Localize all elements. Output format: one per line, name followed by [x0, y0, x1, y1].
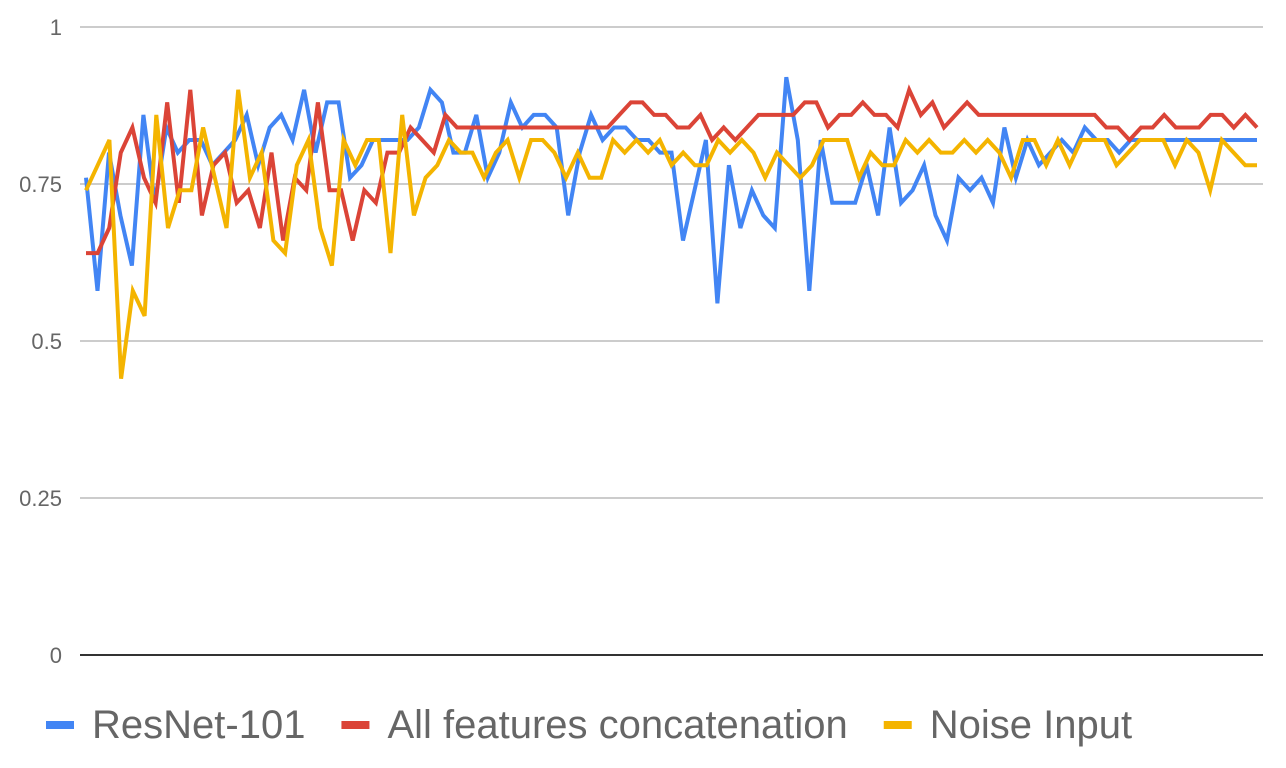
y-tick-label: 0	[50, 643, 62, 668]
series-line-0	[84, 76, 1257, 304]
y-tick-label: 0.25	[19, 486, 62, 511]
series-line-2	[84, 89, 1257, 379]
gridlines	[80, 26, 1263, 499]
y-axis: 0 0.25 0.5 0.75 1	[19, 15, 62, 668]
legend-label: Noise Input	[930, 703, 1132, 747]
y-tick-label: 0.75	[19, 172, 62, 197]
series-line-1	[86, 84, 1259, 256]
legend-swatch	[341, 721, 370, 729]
series-lines	[84, 76, 1259, 379]
y-tick-label: 1	[50, 15, 62, 40]
legend-label: ResNet-101	[92, 703, 305, 747]
y-tick-label: 0.5	[31, 329, 62, 354]
legend: ResNet-101 All features concatenation Nois…	[46, 703, 1132, 747]
legend-swatch	[46, 721, 74, 729]
legend-label: All features concatenation	[387, 703, 847, 747]
legend-swatch	[883, 721, 912, 729]
